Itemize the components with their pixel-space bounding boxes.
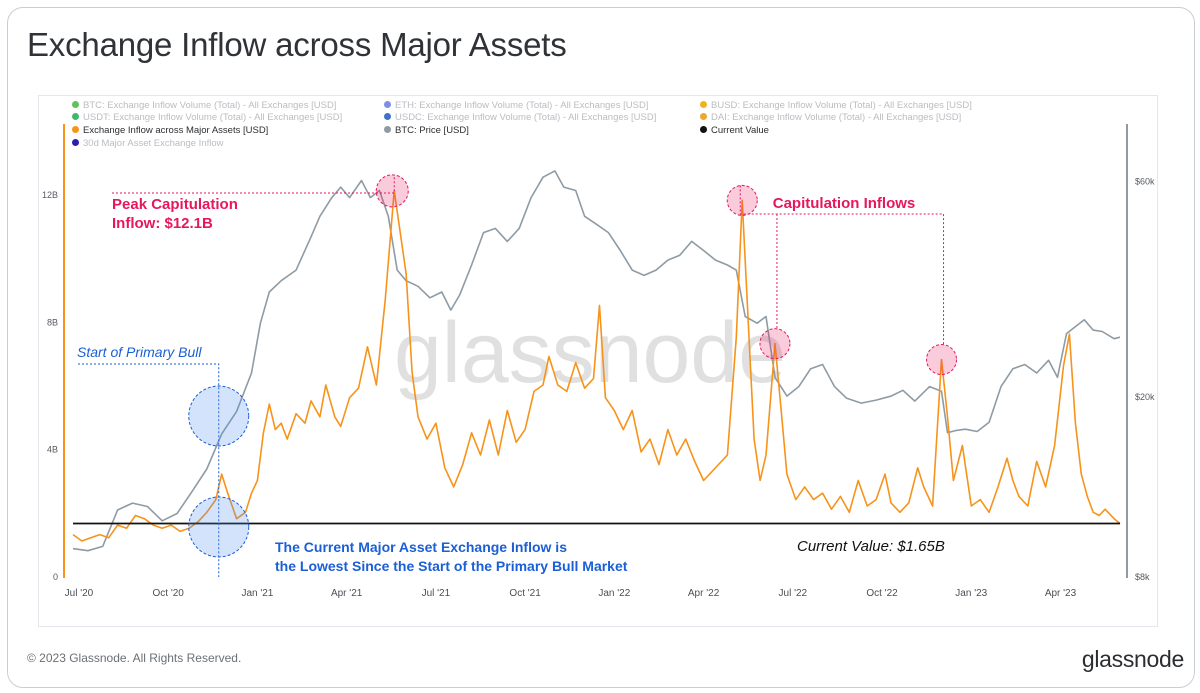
x-tick-label: Apr '22 xyxy=(688,588,720,599)
legend-label: USDT: Exchange Inflow Volume (Total) - A… xyxy=(83,112,343,123)
capitulation-annotation: Capitulation Inflows xyxy=(773,195,916,212)
legend-dot-icon xyxy=(700,101,707,108)
legend-dot-icon xyxy=(700,113,707,120)
legend-label: DAI: Exchange Inflow Volume (Total) - Al… xyxy=(711,112,962,123)
x-tick-label: Apr '23 xyxy=(1045,588,1077,599)
start-bull-inflow-circle xyxy=(188,496,250,558)
x-tick-label: Jul '20 xyxy=(65,588,94,599)
peak-guide-line xyxy=(112,175,395,194)
legend-label: ETH: Exchange Inflow Volume (Total) - Al… xyxy=(395,100,649,111)
x-tick-label: Oct '22 xyxy=(866,588,898,599)
x-tick-label: Jan '23 xyxy=(955,588,987,599)
left-axis-tick-label: 8B xyxy=(47,317,58,327)
legend-item-30d-inflow[interactable]: 30d Major Asset Exchange Inflow xyxy=(72,138,223,150)
left-axis-tick-label: 12B xyxy=(42,190,58,200)
capitulation-guide-line xyxy=(739,185,945,345)
left-axis-tick-label: 0 xyxy=(53,572,58,582)
legend-label: USDC: Exchange Inflow Volume (Total) - A… xyxy=(395,112,657,123)
brand-logo: glassnode xyxy=(1081,646,1184,672)
current-inflow-annotation-line1: The Current Major Asset Exchange Inflow … xyxy=(275,539,567,555)
x-tick-label: Jan '21 xyxy=(241,588,273,599)
capitulation-highlight-circle xyxy=(926,344,958,376)
legend-item-current-value[interactable]: Current Value xyxy=(700,125,769,137)
chart-area xyxy=(38,95,1158,627)
legend-dot-icon xyxy=(384,101,391,108)
x-tick-label: Jul '21 xyxy=(422,588,451,599)
start-bull-guide-line xyxy=(78,363,220,577)
copyright: © 2023 Glassnode. All Rights Reserved. xyxy=(27,651,242,665)
exchange-inflow-line xyxy=(72,190,1121,542)
legend-label: BTC: Price [USD] xyxy=(395,125,469,136)
legend-dot-icon xyxy=(72,126,79,133)
right-axis-tick-label: $20k xyxy=(1135,392,1155,402)
legend-label: Current Value xyxy=(711,125,769,136)
x-tick-label: Apr '21 xyxy=(331,588,363,599)
capitulation-highlight-circle xyxy=(759,328,791,360)
legend-item-major-assets-inflow[interactable]: Exchange Inflow across Major Assets [USD… xyxy=(72,125,268,137)
capitulation-highlight-circle xyxy=(726,184,758,216)
legend-item-btc-inflow[interactable]: BTC: Exchange Inflow Volume (Total) - Al… xyxy=(72,100,336,112)
start-bull-annotation: Start of Primary Bull xyxy=(77,344,202,360)
btc-price-line xyxy=(72,170,1121,552)
current-inflow-annotation-line2: the Lowest Since the Start of the Primar… xyxy=(275,558,628,574)
legend-item-dai-inflow[interactable]: DAI: Exchange Inflow Volume (Total) - Al… xyxy=(700,112,961,124)
peak-annotation-line2: Inflow: $12.1B xyxy=(112,215,213,232)
page-title: Exchange Inflow across Major Assets xyxy=(27,26,567,63)
legend-item-btc-price[interactable]: BTC: Price [USD] xyxy=(384,125,469,137)
chart-card xyxy=(7,7,1195,688)
x-tick-label: Oct '20 xyxy=(152,588,184,599)
left-axis-tick-label: 4B xyxy=(47,445,58,455)
legend-item-usdt-inflow[interactable]: USDT: Exchange Inflow Volume (Total) - A… xyxy=(72,112,342,124)
peak-annotation-line1: Peak Capitulation xyxy=(112,196,238,213)
right-axis-tick-label: $8k xyxy=(1135,572,1150,582)
legend-dot-icon xyxy=(384,113,391,120)
watermark: glassnode xyxy=(394,305,786,401)
right-axis-tick-label: $60k xyxy=(1135,176,1155,186)
legend-label: BUSD: Exchange Inflow Volume (Total) - A… xyxy=(711,100,972,111)
legend-dot-icon xyxy=(700,126,707,133)
start-bull-price-circle xyxy=(188,385,250,447)
legend-dot-icon xyxy=(72,101,79,108)
peak-highlight-circle xyxy=(375,174,409,208)
legend-item-eth-inflow[interactable]: ETH: Exchange Inflow Volume (Total) - Al… xyxy=(384,100,648,112)
legend-dot-icon xyxy=(72,113,79,120)
legend-dot-icon xyxy=(384,126,391,133)
legend-label: BTC: Exchange Inflow Volume (Total) - Al… xyxy=(83,100,337,111)
legend-item-usdc-inflow[interactable]: USDC: Exchange Inflow Volume (Total) - A… xyxy=(384,112,656,124)
current-value-label: Current Value: $1.65B xyxy=(797,538,945,555)
legend-item-busd-inflow[interactable]: BUSD: Exchange Inflow Volume (Total) - A… xyxy=(700,100,972,112)
x-tick-label: Jul '22 xyxy=(779,588,808,599)
legend-dot-icon xyxy=(72,139,79,146)
x-tick-label: Jan '22 xyxy=(598,588,630,599)
x-tick-label: Oct '21 xyxy=(509,588,541,599)
legend-label: 30d Major Asset Exchange Inflow xyxy=(83,138,224,149)
legend-label: Exchange Inflow across Major Assets [USD… xyxy=(83,125,269,136)
